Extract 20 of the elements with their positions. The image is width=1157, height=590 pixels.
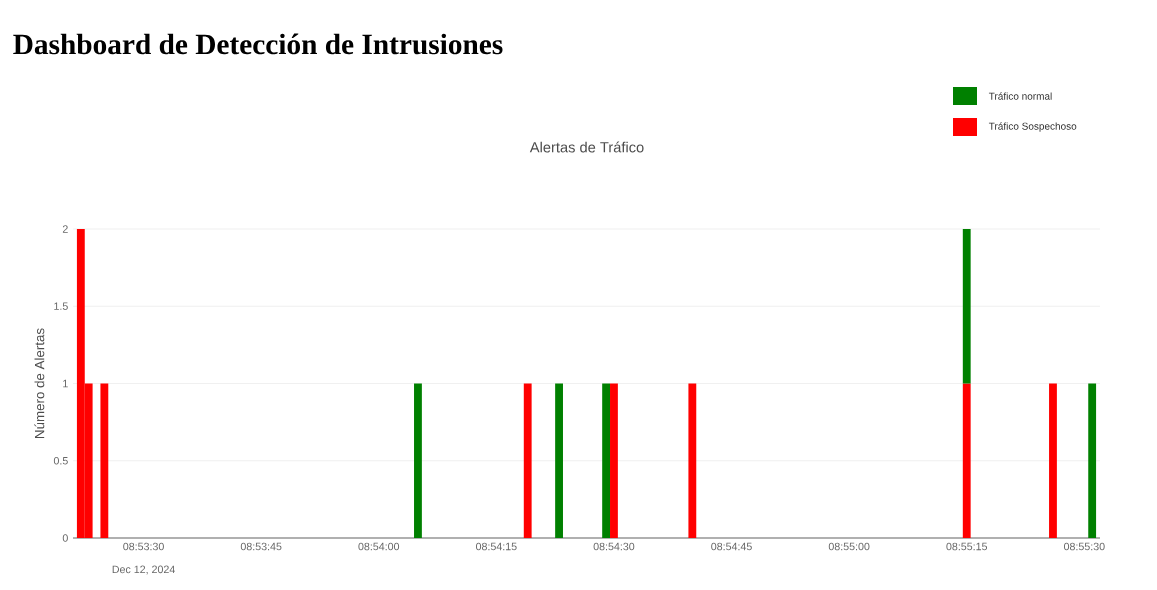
x-tick-label: 08:54:00	[358, 542, 400, 551]
legend-label: Tráfico Sospechoso	[988, 122, 1077, 132]
chart-subtitle: Alertas de Tráfico	[529, 141, 644, 153]
x-tick-label: 08:54:30	[593, 542, 635, 551]
chart-title: Dashboard de Detección de Intrusiones	[13, 33, 503, 55]
y-axis-title: Número de Alertas	[34, 328, 45, 438]
x-tick-label: 08:55:00	[828, 542, 870, 551]
y-tick-label: 1	[63, 379, 68, 388]
legend-label: Tráfico normal	[988, 92, 1052, 100]
y-tick-label: 0.5	[53, 456, 68, 465]
y-tick-label: 0	[62, 534, 68, 542]
x-tick-label: 08:54:45	[711, 542, 752, 551]
text: Dec 12, 2024	[112, 565, 175, 575]
y-tick-label: 2	[62, 225, 68, 233]
y-tick-label: 1.5	[54, 302, 68, 310]
x-tick-label: 08:53:45	[240, 542, 282, 551]
x-tick-label: 08:53:30	[123, 542, 164, 551]
x-tick-label: 08:55:30	[1063, 542, 1105, 551]
x-tick-label: 08:54:15	[476, 542, 517, 551]
x-tick-label: 08:55:15	[946, 542, 988, 551]
